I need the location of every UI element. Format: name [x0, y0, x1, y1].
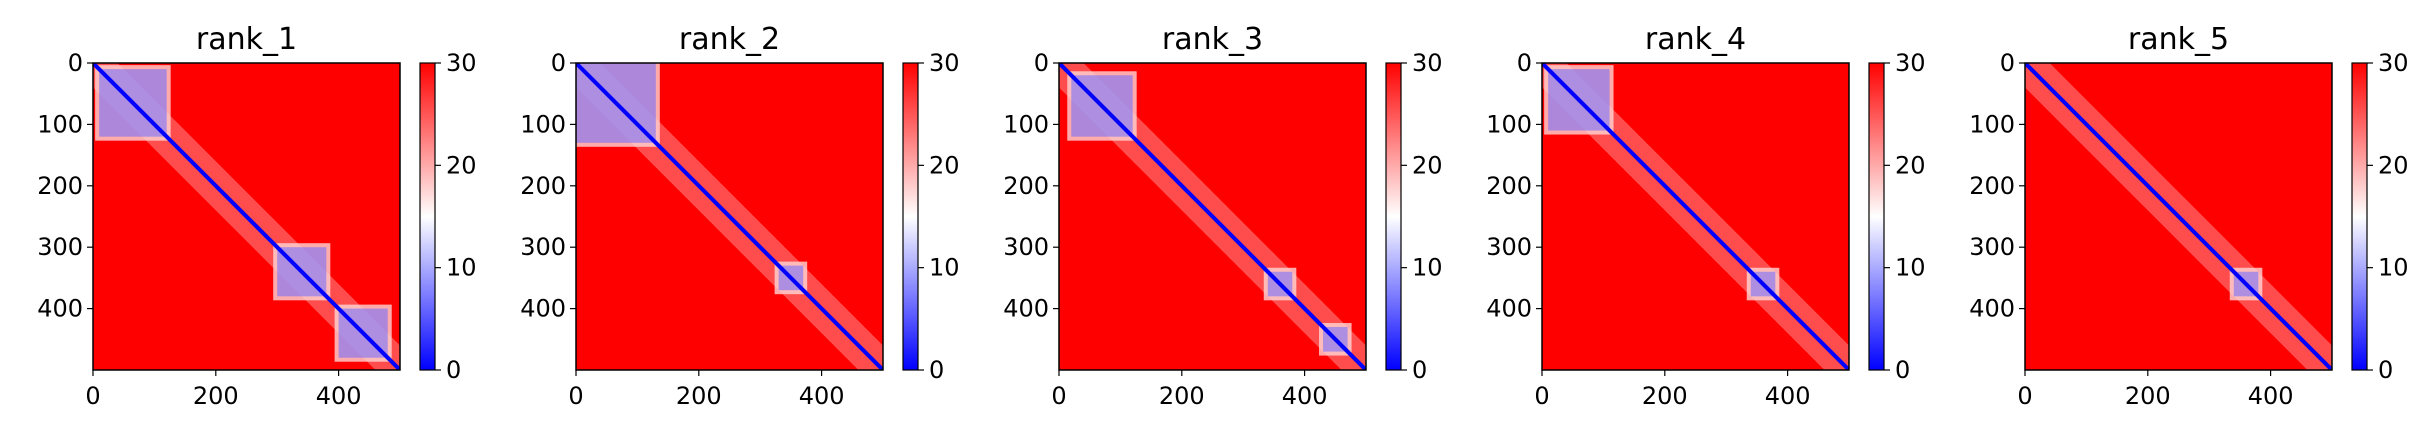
y-tick-label: 100: [520, 110, 566, 138]
y-tick-label: 0: [68, 49, 83, 77]
diagonal-line: [576, 63, 883, 370]
colorbar: [2351, 62, 2368, 371]
heatmap-body: [576, 63, 883, 370]
colorbar-tick-label: 30: [1412, 49, 1443, 77]
plot-frame: [575, 62, 884, 371]
panels: rank_10 200 40001002003004000102030rank_20…: [37, 22, 2408, 410]
diagonal-line: [93, 63, 400, 370]
y-tick-label: 400: [1969, 295, 2015, 323]
colorbar: [902, 62, 919, 371]
y-tick-label: 300: [1486, 233, 1532, 261]
x-tick-label: 200: [1159, 382, 1205, 410]
colorbar-tick-label: 10: [1895, 254, 1926, 282]
heatmap-body: [1059, 63, 1366, 370]
x-tick-label: 0: [1051, 382, 1066, 410]
x-tick-label: 200: [193, 382, 239, 410]
colorbar: [419, 62, 436, 371]
x-tick-label: 0: [2017, 382, 2032, 410]
colorbar-tick-label: 0: [1412, 356, 1427, 384]
diagonal-line: [2025, 63, 2332, 370]
colorbar-tick-label: 0: [929, 356, 944, 384]
colorbar-tick-label: 0: [1895, 356, 1910, 384]
y-tick-label: 200: [1003, 172, 1049, 200]
colorbar-tick-label: 10: [2378, 254, 2409, 282]
heatmap-panel-5: rank_5 0 200 400 0 100 200 300 400 0 10 20 30: [1969, 22, 2408, 410]
colorbar-tick-label: 30: [929, 49, 960, 77]
y-tick-label: 100: [37, 110, 83, 138]
x-tick-label: 0: [1534, 382, 1549, 410]
plot-frame: [1058, 62, 1367, 371]
x-tick-label: 0: [568, 382, 583, 410]
y-tick-label: 0: [1517, 49, 1532, 77]
colorbar-tick-label: 20: [1412, 151, 1443, 179]
colorbar-tick-label: 20: [1895, 151, 1926, 179]
y-tick-label: 100: [1003, 110, 1049, 138]
colorbar-tick-label: 20: [446, 151, 477, 179]
y-tick-label: 400: [520, 295, 566, 323]
colorbar-tick-label: 20: [929, 151, 960, 179]
y-tick-label: 0: [1034, 49, 1049, 77]
diagonal-line: [1059, 63, 1366, 370]
y-tick-label: 400: [1003, 295, 1049, 323]
heatmap-body: [93, 63, 400, 370]
panel-title: rank_2: [679, 22, 780, 57]
y-tick-label: 200: [520, 172, 566, 200]
y-tick-label: 300: [520, 233, 566, 261]
y-tick-label: 300: [1003, 233, 1049, 261]
x-tick-label: 400: [1282, 382, 1328, 410]
colorbar-tick-label: 30: [2378, 49, 2409, 77]
colorbar-tick-label: 10: [1412, 254, 1443, 282]
heatmap-body: [2025, 63, 2332, 370]
y-tick-label: 200: [1969, 172, 2015, 200]
colorbar-tick-label: 0: [2378, 356, 2393, 384]
colorbar: [1385, 62, 1402, 371]
plot-frame: [1541, 62, 1850, 371]
y-tick-label: 200: [37, 172, 83, 200]
colorbar-tick-label: 10: [446, 254, 477, 282]
panel-title: rank_4: [1645, 22, 1746, 57]
x-tick-label: 0: [85, 382, 100, 410]
x-tick-label: 200: [1642, 382, 1688, 410]
panel-title: rank_5: [2128, 22, 2229, 57]
colorbar-tick-label: 20: [2378, 151, 2409, 179]
y-tick-label: 100: [1486, 110, 1532, 138]
y-tick-label: 400: [37, 295, 83, 323]
colorbar-tick-label: 10: [929, 254, 960, 282]
colorbar-tick-label: 30: [1895, 49, 1926, 77]
diagonal-line: [1542, 63, 1849, 370]
panel-title: rank_3: [1162, 22, 1263, 57]
y-tick-label: 0: [2000, 49, 2015, 77]
colorbar-tick-label: 30: [446, 49, 477, 77]
heatmap-body: [1542, 63, 1849, 370]
x-tick-label: 400: [316, 382, 362, 410]
y-tick-label: 200: [1486, 172, 1532, 200]
panel-title: rank_1: [196, 22, 297, 57]
x-tick-label: 400: [2248, 382, 2294, 410]
colorbar-tick-label: 0: [446, 356, 461, 384]
x-tick-label: 200: [676, 382, 722, 410]
y-tick-label: 0: [551, 49, 566, 77]
y-tick-label: 300: [37, 233, 83, 261]
x-tick-label: 400: [799, 382, 845, 410]
heatmap-panel-2: rank_2 0 200 400 0 100 200 300 400 0 10 20 30: [520, 22, 959, 410]
colorbar: [1868, 62, 1885, 371]
x-tick-label: 200: [2125, 382, 2171, 410]
y-tick-label: 100: [1969, 110, 2015, 138]
y-tick-label: 300: [1969, 233, 2015, 261]
y-tick-label: 400: [1486, 295, 1532, 323]
plot-frame: [92, 62, 401, 371]
heatmap-panel-4: rank_4 0 200 400 0 100 200 300 400 0 10 20 30: [1486, 22, 1925, 410]
heatmap-panel-3: rank_3 0 200 400 0 100 200 300 400 0 10 20 30: [1003, 22, 1442, 410]
x-tick-label: 400: [1765, 382, 1811, 410]
heatmap-panel-1: rank_1 0 200 400 0 100 200 300 400 0 10 20 30: [37, 22, 476, 410]
plot-frame: [2024, 62, 2333, 371]
